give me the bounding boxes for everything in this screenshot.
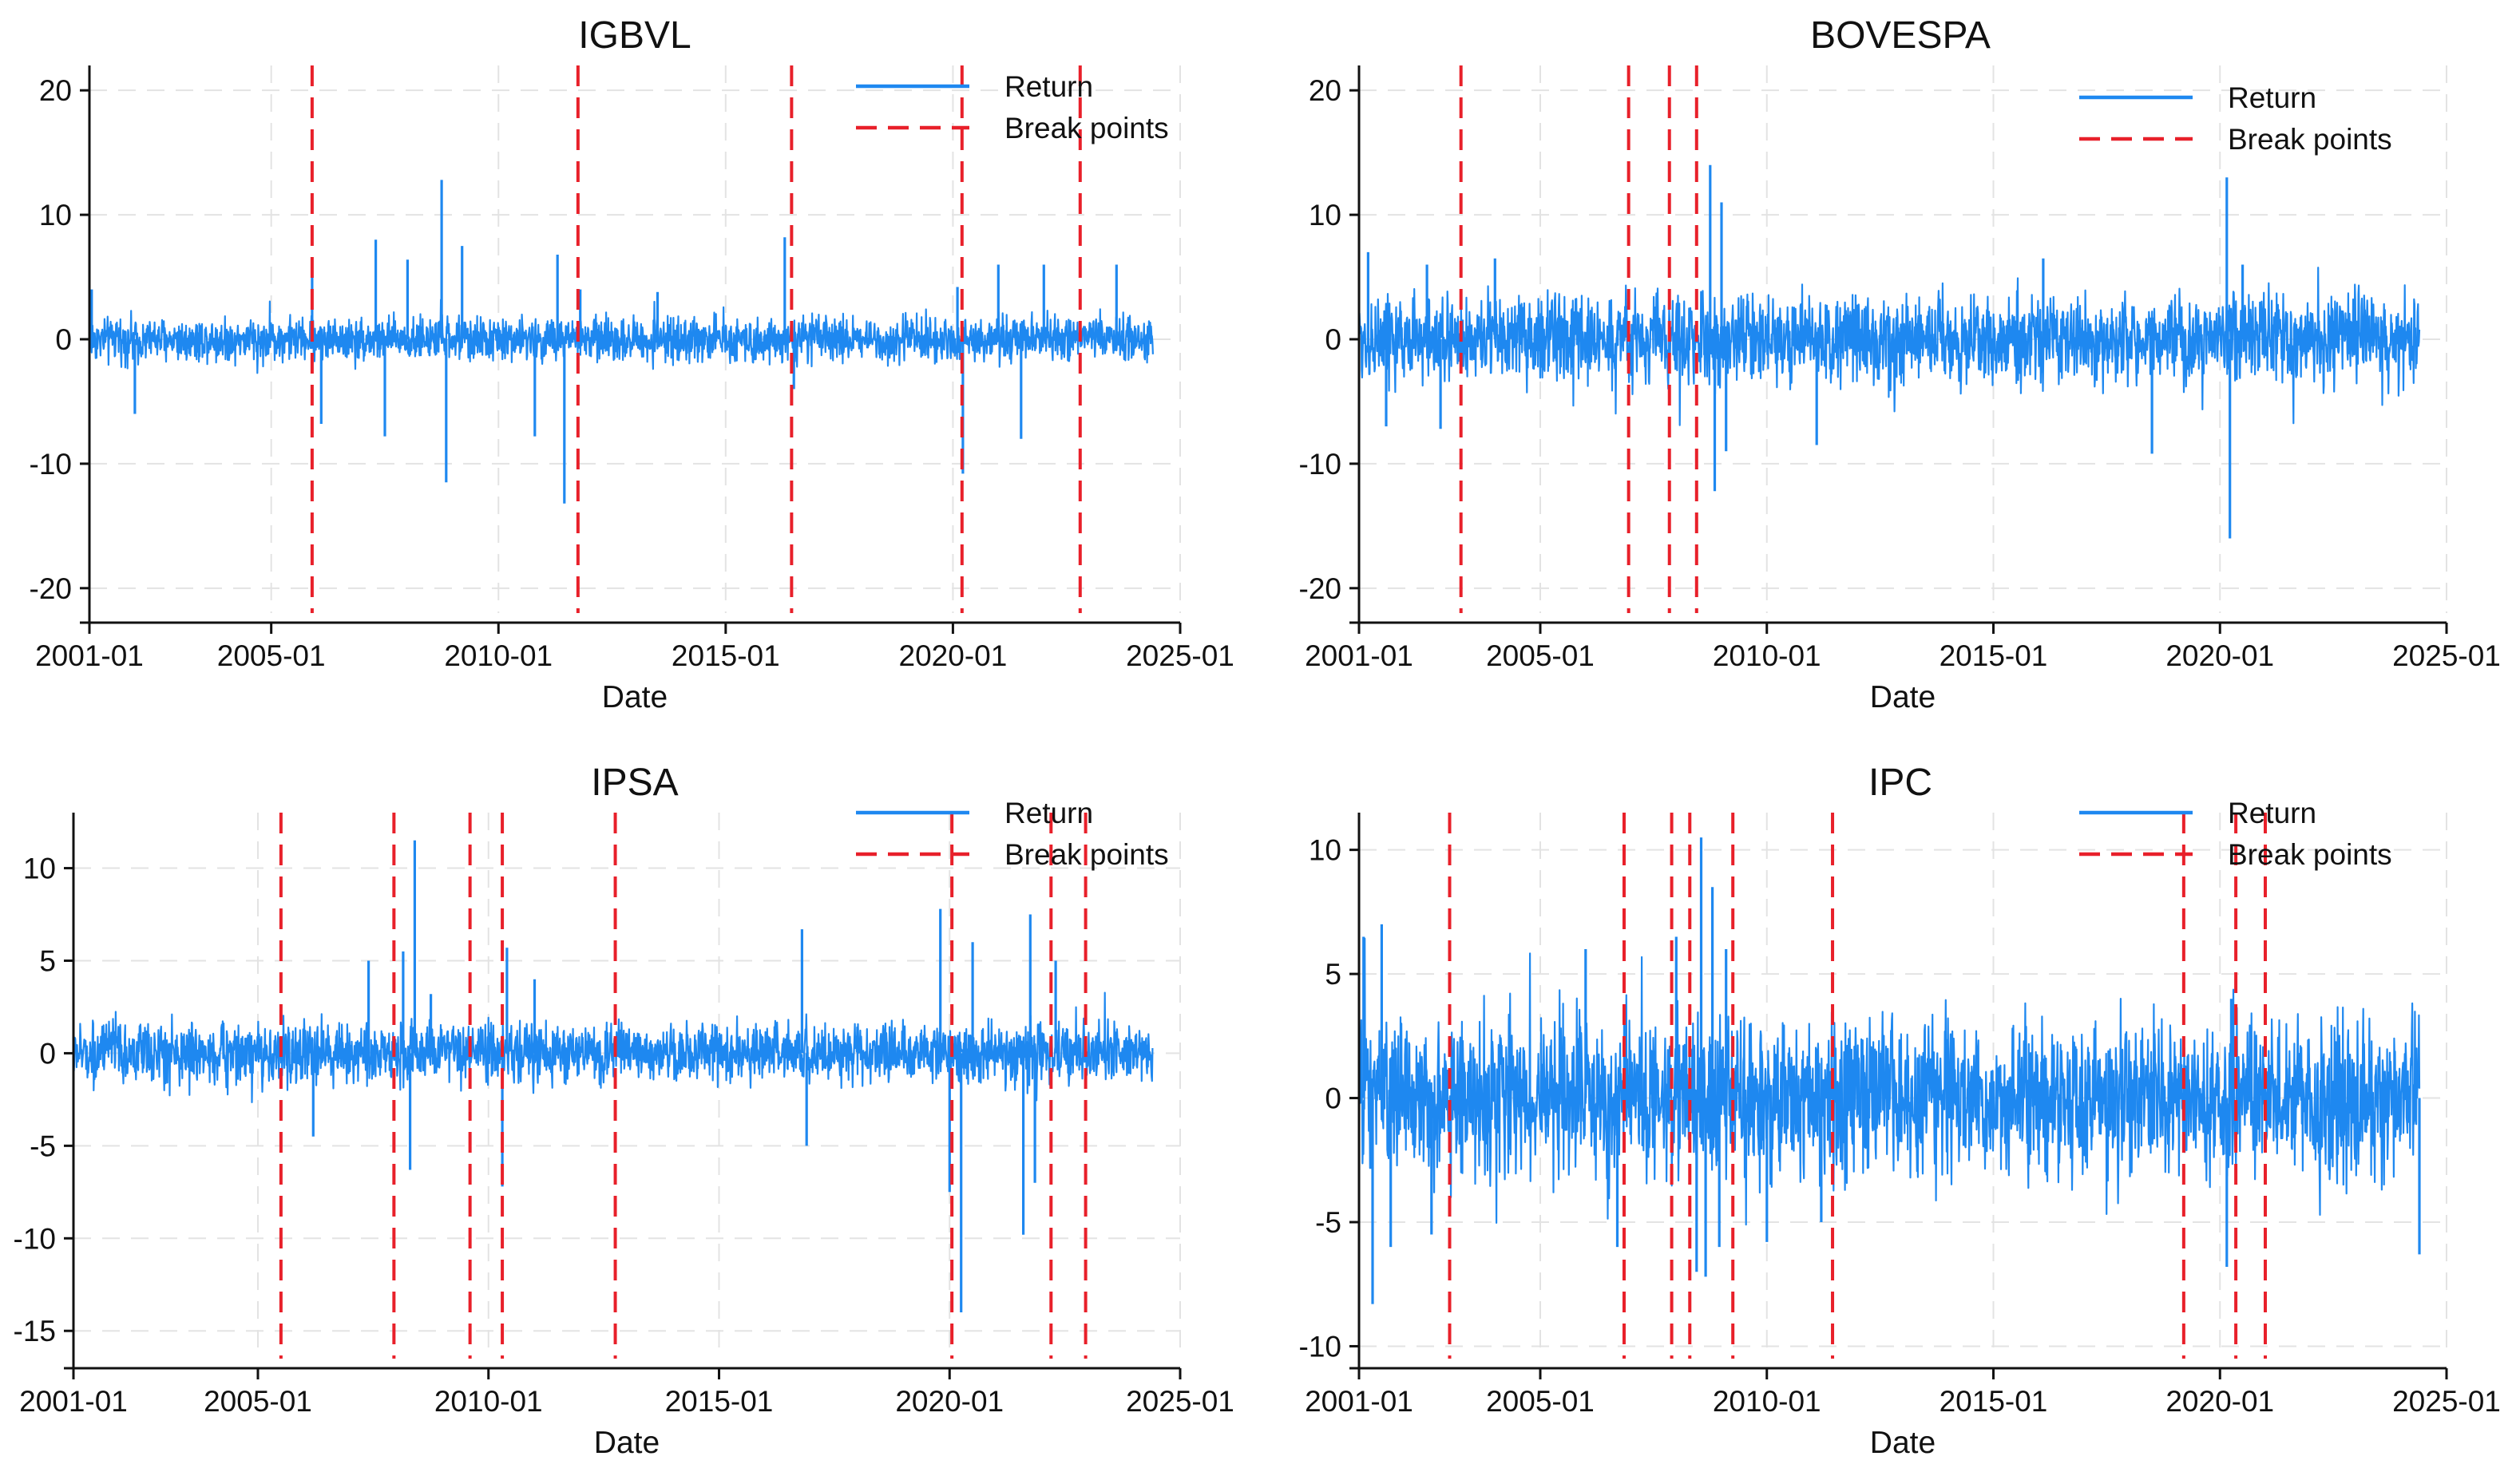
return-series-line (1357, 937, 2421, 1226)
x-axis-label: Date (1870, 680, 1936, 714)
x-tick-label: 2020-01 (895, 1385, 1004, 1418)
chart-panel-ipsa: -15 -10 -5 0 5 10 2001-01 2005-01 2010-01 2015-01… (14, 762, 1234, 1460)
x-tick-label: 2005-01 (217, 639, 326, 672)
x-tick-label: 2015-01 (672, 639, 780, 672)
x-tick-label: 2015-01 (665, 1385, 774, 1418)
x-tick-label: 2025-01 (2392, 1385, 2501, 1418)
x-tick-label: 2001-01 (1305, 1385, 1413, 1418)
x-tick-label: 2015-01 (1940, 639, 2048, 672)
legend: Return Break points (856, 70, 1169, 144)
y-tick-label: -10 (1299, 448, 1341, 481)
chart-title: BOVESPA (1810, 14, 1991, 57)
x-tick-label: 2005-01 (1486, 1385, 1595, 1418)
x-tick-label: 2005-01 (204, 1385, 312, 1418)
y-tick-label: -10 (1299, 1330, 1341, 1363)
y-tick-label: -20 (1299, 572, 1341, 605)
chart-panel-igbvl: -20 -10 0 10 20 2001-01 2005-01 2010-01 2015-01 2… (30, 14, 1234, 714)
legend: Return Break points (2079, 797, 2392, 871)
x-tick-label: 2010-01 (434, 1385, 543, 1418)
y-tick-label: 10 (1309, 199, 1341, 231)
x-tick-label: 2001-01 (1305, 639, 1413, 672)
x-tick-label: 2010-01 (444, 639, 553, 672)
x-tick-label: 2010-01 (1713, 639, 1821, 672)
y-tick-label: 5 (1325, 958, 1341, 991)
y-tick-label: 10 (23, 853, 56, 885)
y-tick-label: 20 (39, 74, 72, 107)
x-tick-label: 2001-01 (19, 1385, 128, 1418)
y-tick-label: -10 (14, 1222, 56, 1255)
chart-panel-ipc: -10 -5 0 5 10 2001-01 2005-01 2010-01 2015-01 202… (1299, 762, 2501, 1460)
x-axis-label: Date (594, 1426, 660, 1460)
legend: Return Break points (2079, 81, 2392, 156)
legend-return-label: Return (2228, 797, 2316, 829)
y-tick-label: 0 (55, 323, 72, 356)
x-tick-label: 2005-01 (1486, 639, 1595, 672)
x-tick-label: 2025-01 (1126, 1385, 1234, 1418)
return-series-line (72, 991, 1154, 1103)
x-tick-label: 2001-01 (35, 639, 144, 672)
x-tick-label: 2020-01 (899, 639, 1008, 672)
x-tick-label: 2020-01 (2165, 1385, 2274, 1418)
x-tick-label: 2015-01 (1940, 1385, 2048, 1418)
x-tick-label: 2020-01 (2165, 639, 2274, 672)
y-tick-label: 10 (1309, 834, 1341, 867)
legend-break-label: Break points (2228, 123, 2392, 156)
x-axis-label: Date (1870, 1426, 1936, 1460)
chart-title: IPSA (591, 762, 678, 804)
legend-return-label: Return (1004, 797, 1093, 829)
y-tick-label: -5 (30, 1130, 56, 1162)
legend: Return Break points (856, 797, 1169, 871)
legend-break-label: Break points (2228, 838, 2392, 871)
y-tick-label: -10 (30, 448, 72, 481)
legend-return-label: Return (2228, 81, 2316, 114)
legend-break-label: Break points (1004, 112, 1169, 144)
x-tick-label: 2025-01 (2392, 639, 2501, 672)
x-tick-label: 2025-01 (1126, 639, 1234, 672)
y-tick-label: -15 (14, 1315, 56, 1347)
x-axis-label: Date (602, 680, 668, 714)
return-series-line (88, 299, 1154, 374)
y-tick-label: 10 (39, 199, 72, 231)
chart-title: IPC (1868, 762, 1932, 804)
y-tick-label: 5 (39, 944, 56, 977)
chart-panel-bovespa: -20 -10 0 10 20 2001-01 2005-01 2010-01 2015-01 2… (1299, 14, 2501, 714)
legend-break-label: Break points (1004, 838, 1169, 871)
legend-return-label: Return (1004, 70, 1093, 103)
chart-title: IGBVL (578, 14, 691, 57)
y-tick-label: 0 (1325, 323, 1341, 356)
y-tick-label: 20 (1309, 74, 1341, 107)
x-tick-label: 2010-01 (1713, 1385, 1821, 1418)
y-tick-label: 0 (1325, 1082, 1341, 1115)
y-tick-label: -20 (30, 572, 72, 605)
y-tick-label: 0 (39, 1037, 56, 1070)
y-tick-label: -5 (1315, 1206, 1341, 1239)
